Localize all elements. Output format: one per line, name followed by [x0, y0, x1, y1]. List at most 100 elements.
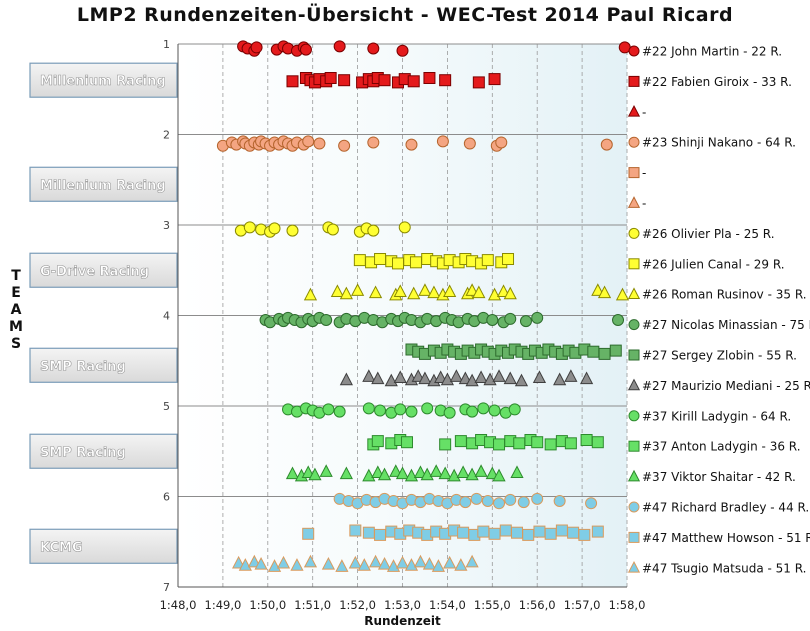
- x-tick-label: 1:55,0: [474, 598, 511, 612]
- data-point: [423, 72, 436, 84]
- data-point: [465, 283, 479, 296]
- legend-label: #37 Anton Ladygin - 36 R.: [642, 440, 801, 454]
- data-point: [502, 253, 515, 265]
- data-point: [303, 554, 318, 568]
- team-name: SMP Racing: [40, 359, 126, 374]
- legend-entry: #47 Tsugio Matsuda - 51 R.: [627, 560, 806, 575]
- x-tick-label: 1:50,0: [249, 598, 286, 612]
- data-point: [322, 403, 335, 416]
- data-point: [421, 402, 434, 415]
- team-name: SMP Racing: [40, 445, 126, 460]
- legend-entry: #27 Maurizio Mediani - 25 R.: [627, 378, 810, 393]
- data-point: [503, 286, 517, 300]
- legend-marker: [627, 560, 641, 573]
- data-point: [303, 287, 318, 301]
- data-point: [474, 464, 488, 477]
- team-label-box: SMP Racing: [29, 347, 178, 383]
- x-tick-label: 1:51,0: [294, 598, 331, 612]
- data-point: [333, 40, 346, 53]
- x-tick-label: 1:49,0: [205, 598, 242, 612]
- data-point: [302, 135, 315, 148]
- data-point: [443, 406, 456, 419]
- data-point: [404, 468, 419, 482]
- y-tick-label: 2: [163, 129, 170, 142]
- legend-entry: #26 Julien Canal - 29 R.: [628, 257, 785, 271]
- data-point: [431, 559, 446, 572]
- y-axis-title-letter: M: [9, 319, 23, 335]
- data-point: [615, 287, 630, 301]
- data-point: [454, 558, 468, 571]
- team-name: Millenium Racing: [40, 178, 166, 193]
- data-point: [330, 284, 344, 298]
- legend-label: -: [642, 105, 646, 119]
- legend-marker: [627, 378, 641, 391]
- data-point: [427, 285, 441, 299]
- data-point: [492, 468, 506, 482]
- team-label-box: G-Drive Racing: [29, 252, 178, 288]
- data-point: [286, 224, 299, 237]
- legend-marker: [628, 258, 640, 270]
- data-point: [600, 138, 613, 151]
- data-point: [367, 224, 380, 237]
- team-label-box: Millenium Racing: [29, 166, 178, 202]
- data-point: [503, 371, 517, 385]
- data-point: [299, 43, 312, 56]
- data-point: [578, 528, 591, 541]
- data-point: [443, 284, 457, 298]
- data-point: [585, 497, 598, 510]
- data-point: [357, 558, 371, 571]
- data-point: [339, 372, 353, 386]
- y-tick-label: 7: [163, 581, 170, 594]
- data-point: [465, 554, 479, 568]
- data-point: [339, 466, 353, 480]
- data-point: [504, 312, 517, 325]
- team-box-frame: [29, 528, 178, 564]
- data-point: [392, 257, 405, 270]
- legend-marker: [628, 531, 640, 543]
- data-point: [384, 373, 398, 387]
- data-point: [338, 74, 351, 87]
- data-point: [488, 73, 501, 86]
- legend-label: #27 Nicolas Minassian - 75 R.: [642, 318, 810, 332]
- data-point: [544, 527, 557, 540]
- legend-entry: #26 Olivier Pla - 25 R.: [628, 227, 775, 241]
- data-point: [458, 371, 472, 385]
- data-point: [463, 137, 476, 150]
- team-label-box: Millenium Racing: [29, 62, 178, 98]
- data-point: [564, 437, 577, 450]
- legend-marker: [627, 104, 641, 117]
- team-name: G-Drive Racing: [40, 264, 149, 279]
- x-axis-title: Rundenzeit: [364, 614, 441, 628]
- team-box-frame: [29, 252, 178, 288]
- data-point: [481, 254, 494, 267]
- x-tick-label: 1:52,0: [339, 598, 376, 612]
- data-point: [514, 373, 529, 387]
- data-point: [580, 434, 593, 446]
- chart-title: LMP2 Rundenzeiten-Übersicht - WEC-Test 2…: [76, 4, 734, 26]
- legend-label: #47 Matthew Howson - 51 R.: [642, 531, 810, 545]
- data-point: [510, 526, 523, 539]
- data-point: [532, 370, 547, 383]
- legend-entry: #23 Shinji Nakano - 64 R.: [628, 136, 796, 150]
- data-point: [499, 524, 512, 537]
- data-point: [495, 136, 508, 149]
- data-point: [398, 221, 411, 234]
- legend-label: #26 Roman Rusinov - 35 R.: [642, 288, 807, 302]
- data-point: [254, 556, 268, 570]
- x-tick-label: 1:53,0: [384, 598, 421, 612]
- legend-entry: -: [627, 196, 646, 211]
- data-point: [267, 559, 282, 572]
- data-point: [326, 223, 339, 236]
- data-point: [362, 369, 376, 382]
- y-axis-title-letter: T: [11, 268, 21, 284]
- legend-entry: #47 Matthew Howson - 51 R.: [628, 531, 810, 545]
- data-point: [362, 402, 375, 415]
- data-point: [456, 465, 470, 479]
- data-point: [238, 558, 252, 571]
- data-point: [513, 437, 526, 450]
- data-point: [374, 253, 387, 265]
- legend-label: -: [642, 197, 646, 211]
- legend-entry: #37 Anton Ladygin - 36 R.: [628, 440, 801, 454]
- legend-entry: #27 Nicolas Minassian - 75 R.: [628, 318, 810, 332]
